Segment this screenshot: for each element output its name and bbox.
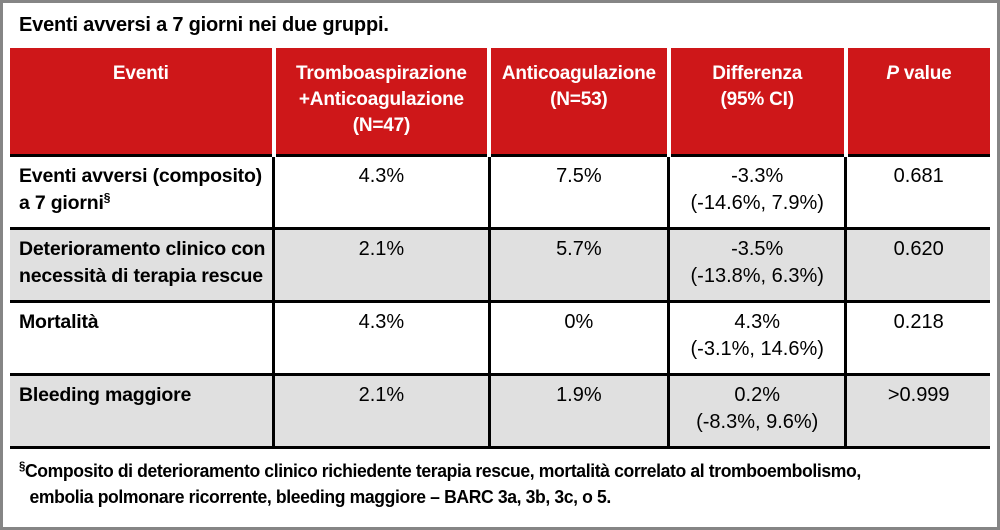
footnote-line2: embolia polmonare ricorrente, bleeding m…: [29, 485, 611, 507]
header-eventi: Eventi: [10, 48, 276, 157]
adverse-events-table: Eventi Tromboaspirazione +Anticoagulazio…: [10, 48, 990, 449]
row-label-line1: Mortalità: [19, 310, 99, 333]
header-group1-n: (N=47): [352, 115, 411, 136]
table-row-composite: Eventi avversi (composito) a 7 giorni§ 4…: [10, 153, 990, 230]
header-group1: Tromboaspirazione +Anticoagulazione (N=4…: [271, 48, 492, 157]
row-label-line2: necessità di terapia rescue: [19, 264, 263, 287]
header-differenza-line1: Differenza: [712, 63, 803, 84]
table-footnote: §Composito di deterioramento clinico ric…: [10, 449, 990, 510]
row-label-line2: a 7 giorni§: [19, 190, 111, 214]
cell-differenza: -3.5% (-13.8%, 6.3%): [667, 226, 848, 303]
row-label: Bleeding maggiore: [10, 372, 276, 449]
header-row: Eventi Tromboaspirazione +Anticoagulazio…: [10, 48, 990, 157]
cell-diff-ci: (-3.1%, 14.6%): [690, 337, 824, 360]
cell-group1: 4.3%: [272, 153, 491, 230]
row-label-line1: Eventi avversi (composito): [19, 164, 262, 187]
cell-pvalue: >0.999: [844, 372, 990, 449]
cell-diff-ci: (-14.6%, 7.9%): [690, 191, 824, 214]
row-label-line1: Bleeding maggiore: [19, 383, 192, 406]
cell-group2: 0%: [487, 299, 671, 376]
row-label-line1: Deterioramento clinico con: [19, 237, 266, 260]
cell-pvalue: 0.681: [844, 153, 990, 230]
table-row-deterioramento: Deterioramento clinico con necessità di …: [10, 226, 990, 303]
cell-differenza: 0.2% (-8.3%, 9.6%): [667, 372, 848, 449]
cell-diff-value: -3.5%: [731, 237, 784, 260]
cell-group1: 4.3%: [272, 299, 491, 376]
header-differenza-ci: (95% CI): [720, 89, 795, 110]
cell-diff-value: -3.3%: [731, 164, 784, 187]
cell-group2: 5.7%: [487, 226, 671, 303]
header-group2: Anticoagulazione (N=53): [487, 48, 671, 157]
header-group1-line1: Tromboaspirazione: [296, 63, 467, 84]
cell-diff-value: 4.3%: [734, 310, 781, 333]
cell-group2: 1.9%: [487, 372, 671, 449]
row-label: Mortalità: [10, 299, 276, 376]
footnote-marker-ref: §: [103, 190, 111, 204]
footnote-marker: §: [19, 458, 25, 473]
header-pvalue-p: P: [886, 63, 899, 84]
cell-group2: 7.5%: [487, 153, 671, 230]
header-differenza: Differenza (95% CI): [666, 48, 848, 157]
cell-differenza: -3.3% (-14.6%, 7.9%): [667, 153, 848, 230]
cell-diff-value: 0.2%: [734, 383, 781, 406]
cell-diff-ci: (-13.8%, 6.3%): [690, 264, 824, 287]
row-label: Deterioramento clinico con necessità di …: [10, 226, 276, 303]
cell-pvalue: 0.620: [844, 226, 990, 303]
cell-pvalue: 0.218: [844, 299, 990, 376]
cell-differenza: 4.3% (-3.1%, 14.6%): [667, 299, 848, 376]
table-row-mortalita: Mortalità 4.3% 0% 4.3% (-3.1%, 14.6%) 0.…: [10, 299, 990, 376]
row-label: Eventi avversi (composito) a 7 giorni§: [10, 153, 276, 230]
table-row-bleeding: Bleeding maggiore 2.1% 1.9% 0.2% (-8.3%,…: [10, 372, 990, 449]
header-pvalue-rest: value: [903, 63, 952, 84]
cell-diff-ci: (-8.3%, 9.6%): [696, 410, 819, 433]
table-caption: Eventi avversi a 7 giorni nei due gruppi…: [19, 14, 389, 36]
header-group1-line2: +Anticoagulazione: [298, 89, 464, 110]
header-eventi-label: Eventi: [112, 63, 169, 84]
footnote-line1: §Composito di deterioramento clinico ric…: [19, 458, 861, 481]
header-group2-line1: Anticoagulazione: [501, 63, 656, 84]
header-group2-n: (N=53): [550, 89, 608, 110]
cell-group1: 2.1%: [272, 226, 491, 303]
cell-group1: 2.1%: [272, 372, 491, 449]
